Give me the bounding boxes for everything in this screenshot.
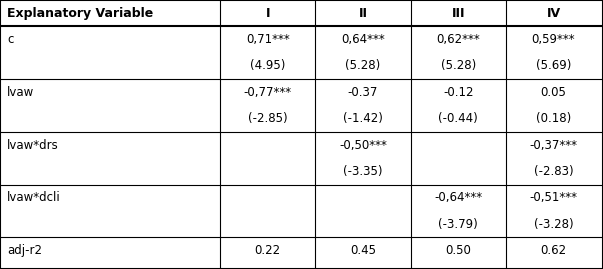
Text: -0,37***: -0,37*** — [529, 139, 578, 151]
Text: (-3.79): (-3.79) — [438, 218, 478, 231]
Text: -0,77***: -0,77*** — [244, 86, 292, 99]
Text: 0.62: 0.62 — [540, 244, 567, 257]
Text: 0.22: 0.22 — [254, 244, 281, 257]
Text: lvaw*dcli: lvaw*dcli — [7, 191, 61, 204]
Text: (-0.44): (-0.44) — [438, 112, 478, 125]
Text: 0,59***: 0,59*** — [532, 33, 575, 46]
Text: (5.28): (5.28) — [441, 59, 476, 72]
Text: (-2.85): (-2.85) — [248, 112, 288, 125]
Text: II: II — [359, 7, 367, 20]
Text: (-3.28): (-3.28) — [534, 218, 573, 231]
Text: 0.05: 0.05 — [541, 86, 566, 99]
Text: 0.45: 0.45 — [350, 244, 376, 257]
Text: -0,64***: -0,64*** — [434, 191, 482, 204]
Text: (-2.83): (-2.83) — [534, 165, 573, 178]
Text: c: c — [7, 33, 14, 46]
Text: I: I — [265, 7, 270, 20]
Text: adj-r2: adj-r2 — [7, 244, 42, 257]
Text: (-1.42): (-1.42) — [343, 112, 383, 125]
Text: 0,64***: 0,64*** — [341, 33, 385, 46]
Text: lvaw: lvaw — [7, 86, 34, 99]
Text: (5.28): (5.28) — [346, 59, 380, 72]
Text: -0.12: -0.12 — [443, 86, 473, 99]
Text: (4.95): (4.95) — [250, 59, 285, 72]
Text: (-3.35): (-3.35) — [343, 165, 383, 178]
Text: III: III — [452, 7, 465, 20]
Text: -0,50***: -0,50*** — [339, 139, 387, 151]
Text: 0.50: 0.50 — [446, 244, 471, 257]
Text: -0.37: -0.37 — [348, 86, 378, 99]
Text: 0,62***: 0,62*** — [437, 33, 480, 46]
Text: (0.18): (0.18) — [536, 112, 571, 125]
Text: -0,51***: -0,51*** — [529, 191, 578, 204]
Text: 0,71***: 0,71*** — [246, 33, 289, 46]
Text: Explanatory Variable: Explanatory Variable — [7, 7, 154, 20]
Text: lvaw*drs: lvaw*drs — [7, 139, 59, 151]
Text: (5.69): (5.69) — [536, 59, 571, 72]
Text: IV: IV — [546, 7, 561, 20]
